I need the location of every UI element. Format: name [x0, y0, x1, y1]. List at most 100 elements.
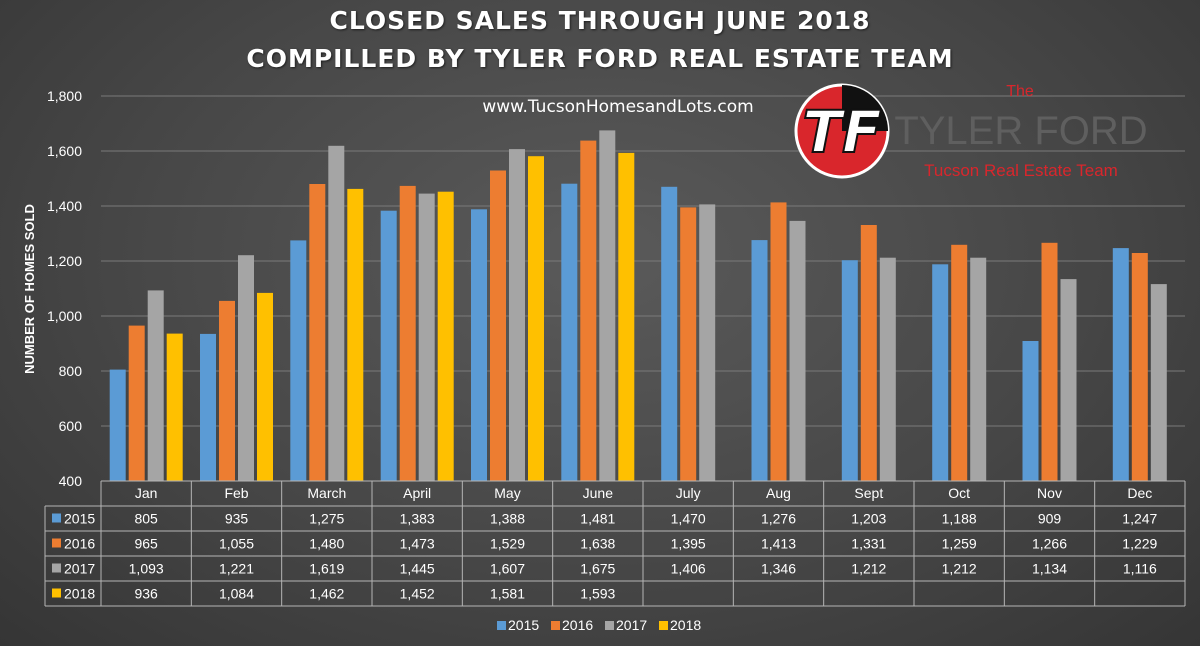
- gridlines: [101, 95, 1185, 427]
- data-label: 1,462: [309, 586, 344, 602]
- data-label: 965: [134, 536, 158, 552]
- logo-tagline: Tucson Real Estate Team: [924, 161, 1118, 180]
- category-label: Dec: [1127, 485, 1152, 501]
- data-label: 1,188: [942, 511, 977, 527]
- logo: TF The TYLER FORD Tucson Real Estate Tea…: [794, 83, 1148, 180]
- data-label: 1,259: [942, 536, 977, 552]
- data-label: 1,275: [309, 511, 344, 527]
- bar-2017-aug: [789, 220, 806, 481]
- category-label: Sept: [854, 485, 883, 501]
- category-label: Nov: [1037, 485, 1062, 501]
- data-label: 1,383: [400, 511, 435, 527]
- legend-entry: 2015: [508, 617, 539, 633]
- data-label: 1,675: [580, 561, 615, 577]
- legend-swatch: [551, 621, 560, 630]
- data-label: 1,084: [219, 586, 254, 602]
- bar-2017-jan: [147, 290, 164, 481]
- data-label: 1,221: [219, 561, 254, 577]
- bar-2015-sept: [841, 260, 858, 481]
- data-label: 1,480: [309, 536, 344, 552]
- legend: 2015 2016 2017 2018: [497, 617, 701, 633]
- data-table: Jan Feb March April May June July Aug Sept Oct Nov…: [44, 480, 1186, 607]
- table-series-swatch: [52, 513, 61, 523]
- bar-2015-may: [471, 209, 487, 482]
- website-url: www.TucsonHomesandLots.com: [482, 97, 753, 117]
- bar-2016-sept: [860, 225, 877, 481]
- bar-2017-feb: [238, 255, 254, 481]
- y-tick-label: 400: [59, 473, 83, 489]
- bar-2015-july: [661, 186, 678, 482]
- data-label: 1,116: [1123, 561, 1157, 577]
- bar-2018-jan: [166, 333, 183, 481]
- bar-2017-july: [699, 204, 716, 481]
- table-series-name: 2016: [64, 536, 95, 552]
- data-label: 1,247: [1122, 511, 1157, 527]
- bar-2018-feb: [257, 292, 273, 481]
- data-label: 1,413: [761, 536, 796, 552]
- data-label: 1,093: [129, 561, 164, 577]
- data-label: 1,266: [1032, 536, 1067, 552]
- category-label: Oct: [948, 485, 970, 501]
- bar-2017-june: [599, 130, 616, 481]
- category-label: July: [676, 485, 701, 501]
- data-label: 1,212: [942, 561, 977, 577]
- bar-2015-march: [290, 240, 307, 481]
- data-label: 1,452: [400, 586, 435, 602]
- data-label: 1,276: [761, 511, 796, 527]
- y-tick-label: 1,400: [47, 198, 82, 214]
- data-label: 1,607: [490, 561, 525, 577]
- bar-2015-april: [380, 210, 397, 481]
- data-label: 1,470: [671, 511, 706, 527]
- bar-2016-jan: [128, 325, 145, 481]
- category-label: March: [307, 485, 346, 501]
- data-label: 1,445: [400, 561, 435, 577]
- data-label: 909: [1038, 511, 1062, 527]
- bar-2015-jan: [109, 369, 126, 481]
- category-label: June: [583, 485, 614, 501]
- data-label: 1,055: [219, 536, 254, 552]
- bar-2015-feb: [200, 333, 216, 481]
- y-tick-label: 600: [59, 418, 83, 434]
- bar-2017-nov: [1060, 279, 1077, 481]
- table-series-swatch: [52, 538, 61, 548]
- bar-2016-nov: [1041, 242, 1058, 481]
- logo-the: The: [1006, 83, 1034, 100]
- bar-2015-aug: [751, 240, 768, 481]
- bar-2016-july: [680, 207, 697, 481]
- bar-2015-oct: [932, 264, 949, 481]
- legend-swatch: [659, 621, 668, 630]
- data-label: 1,212: [851, 561, 886, 577]
- data-label: 935: [225, 511, 249, 527]
- legend-entry: 2016: [562, 617, 593, 633]
- category-label: Aug: [766, 485, 791, 501]
- bar-2017-april: [418, 193, 435, 481]
- bars: [109, 130, 1167, 482]
- category-label: Jan: [135, 485, 158, 501]
- data-label: 1,638: [580, 536, 615, 552]
- y-tick-label: 1,600: [47, 143, 82, 159]
- bar-2016-may: [490, 170, 506, 481]
- table-series-name: 2015: [64, 511, 95, 527]
- data-label: 1,529: [490, 536, 525, 552]
- logo-circle-accent: [842, 85, 888, 131]
- bar-2018-march: [347, 188, 364, 481]
- data-label: 936: [134, 586, 158, 602]
- data-label: 1,134: [1032, 561, 1067, 577]
- table-series-name: 2017: [64, 561, 95, 577]
- bar-2015-nov: [1022, 341, 1039, 481]
- bar-2017-march: [328, 145, 345, 482]
- table-series-name: 2018: [64, 586, 95, 602]
- table-series-swatch: [52, 563, 61, 573]
- data-label: 1,619: [309, 561, 344, 577]
- y-tick-label: 1,000: [47, 308, 82, 324]
- category-label: May: [494, 485, 520, 501]
- bar-2018-june: [618, 152, 635, 481]
- data-label: 1,406: [671, 561, 706, 577]
- data-label: 1,203: [851, 511, 886, 527]
- bar-2017-sept: [879, 257, 896, 481]
- bar-2016-oct: [951, 244, 968, 481]
- legend-entry: 2018: [670, 617, 701, 633]
- data-label: 1,388: [490, 511, 525, 527]
- bar-2016-feb: [219, 300, 235, 481]
